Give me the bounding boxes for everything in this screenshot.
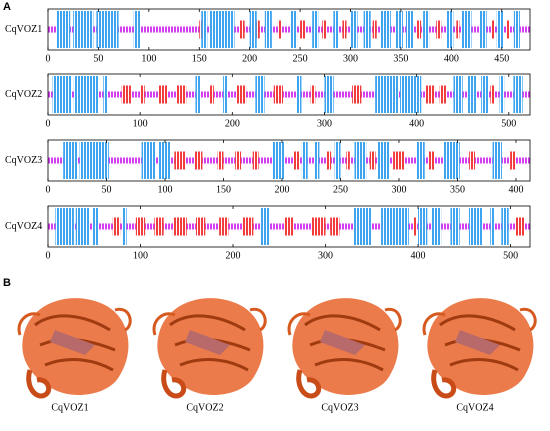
x-tick-label: 0	[46, 250, 51, 261]
x-tick-label: 400	[411, 250, 426, 261]
x-tick-label: 350	[450, 184, 465, 195]
structure-caption: CqVOZ2	[186, 402, 223, 413]
track-frame	[47, 205, 531, 248]
stripe-overlay	[48, 140, 530, 181]
protein-structure	[154, 298, 265, 396]
x-tick-label: 150	[192, 53, 207, 64]
track-label: CqVOZ2	[5, 89, 42, 100]
x-tick-label: 400	[444, 53, 459, 64]
x-tick-label: 300	[343, 53, 358, 64]
x-tick-label: 200	[274, 184, 289, 195]
x-tick-label: 350	[393, 53, 408, 64]
x-tick-label: 100	[157, 184, 172, 195]
x-tick-label: 50	[101, 184, 111, 195]
track-label: CqVOZ4	[5, 221, 42, 232]
x-tick-label: 300	[391, 184, 406, 195]
x-tick-label: 250	[333, 184, 348, 195]
x-tick-label: 400	[409, 118, 424, 129]
x-tick-label: 200	[226, 250, 241, 261]
x-tick-label: 50	[93, 53, 103, 64]
track-label: CqVOZ3	[5, 155, 42, 166]
x-tick-label: 0	[46, 53, 51, 64]
x-tick-label: 400	[508, 184, 523, 195]
structure-caption: CqVOZ3	[321, 402, 358, 413]
x-tick-label: 100	[133, 250, 148, 261]
x-tick-label: 100	[141, 53, 156, 64]
track-frame	[47, 139, 531, 182]
x-tick-label: 0	[46, 184, 51, 195]
x-tick-label: 450	[494, 53, 509, 64]
track-label: CqVOZ1	[5, 24, 42, 35]
x-tick-label: 100	[133, 118, 148, 129]
panel-label: B	[3, 277, 11, 289]
stripe-overlay	[48, 74, 530, 115]
structure-caption: CqVOZ4	[456, 402, 493, 413]
x-tick-label: 0	[46, 118, 51, 129]
stripe-overlay	[48, 9, 530, 50]
x-tick-label: 250	[293, 53, 308, 64]
panel-label: A	[3, 1, 11, 13]
stripe-overlay	[48, 206, 530, 247]
x-tick-label: 500	[503, 250, 518, 261]
structure-caption: CqVOZ1	[51, 402, 88, 413]
x-tick-label: 200	[225, 118, 240, 129]
x-tick-label: 300	[317, 118, 332, 129]
x-tick-label: 500	[501, 118, 516, 129]
protein-structure	[424, 298, 535, 396]
x-tick-label: 300	[318, 250, 333, 261]
x-tick-label: 200	[242, 53, 257, 64]
track-frame	[47, 8, 531, 51]
protein-structure	[289, 298, 400, 396]
track-frame	[47, 73, 531, 116]
x-tick-label: 150	[216, 184, 231, 195]
protein-structure	[19, 298, 130, 396]
